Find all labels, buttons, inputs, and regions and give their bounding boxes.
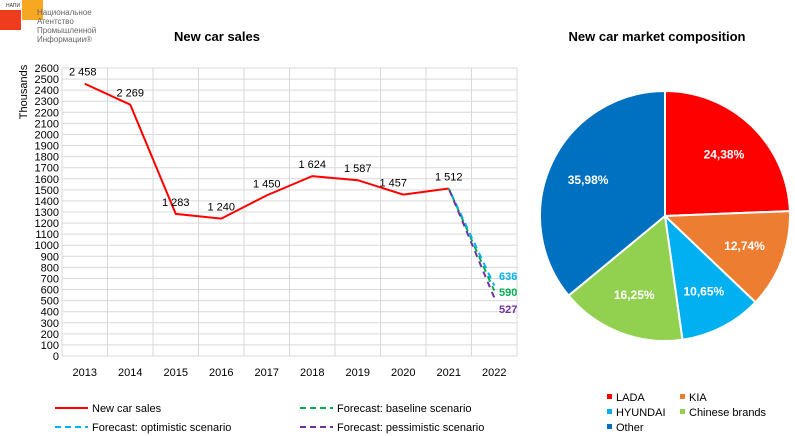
- pie-slice-other: [539, 89, 666, 297]
- legend-swatch: [607, 394, 612, 399]
- legend-label: Other: [616, 422, 644, 434]
- y-tick-label: 1100: [35, 229, 59, 241]
- pie-data-label: 12,74%: [724, 239, 765, 253]
- end-label: 590: [499, 287, 517, 299]
- pie-slice-lada: [664, 89, 791, 218]
- x-tick-label: 2018: [300, 367, 324, 379]
- legend-label: Forecast: pessimistic scenario: [337, 422, 484, 434]
- series-line-forecast-pessimistic-scenario: [447, 188, 496, 299]
- data-label: 1 587: [344, 163, 372, 175]
- x-tick-label: 2017: [255, 367, 279, 379]
- data-label: 1 624: [298, 159, 326, 171]
- y-tick-label: 300: [41, 318, 59, 330]
- y-tick-label: 2600: [35, 63, 59, 75]
- pie-data-label: 16,25%: [614, 288, 655, 302]
- data-label: 1 240: [207, 202, 235, 214]
- y-tick-label: 900: [41, 251, 59, 263]
- x-tick-label: 2015: [164, 367, 188, 379]
- y-tick-label: 400: [41, 307, 59, 319]
- data-label: 1 512: [435, 172, 463, 184]
- legend-label: KIA: [689, 392, 707, 404]
- pie-data-label: 35,98%: [568, 173, 609, 187]
- y-tick-label: 500: [41, 296, 59, 308]
- y-tick-label: 800: [41, 262, 59, 274]
- y-tick-label: 1900: [35, 141, 59, 153]
- series-line-forecast-baseline-scenario: [447, 188, 496, 292]
- y-tick-label: 1400: [35, 196, 59, 208]
- y-tick-label: 100: [41, 340, 59, 352]
- y-axis-label: Thousands: [18, 64, 30, 119]
- y-tick-label: 2500: [35, 74, 59, 86]
- data-label: 2 269: [116, 88, 144, 100]
- legend-swatch: [607, 409, 612, 414]
- logo-red-square: [0, 10, 21, 30]
- y-tick-label: 1300: [35, 207, 59, 219]
- legend-label: HYUNDAI: [616, 407, 666, 419]
- logo: НАПИ Национальное Агентство Промышленной…: [0, 0, 130, 55]
- legend-label: Chinese brands: [689, 407, 767, 419]
- y-tick-label: 200: [41, 329, 59, 341]
- x-tick-label: 2013: [73, 367, 97, 379]
- y-tick-label: 0: [53, 351, 59, 363]
- x-tick-label: 2022: [482, 367, 506, 379]
- y-tick-label: 1600: [35, 174, 59, 186]
- x-tick-label: 2019: [346, 367, 370, 379]
- y-tick-label: 1700: [35, 163, 59, 175]
- y-tick-label: 1000: [35, 240, 59, 252]
- y-tick-label: 600: [41, 285, 59, 297]
- data-label: 1 450: [253, 178, 281, 190]
- x-tick-label: 2021: [437, 367, 461, 379]
- x-tick-label: 2016: [209, 367, 233, 379]
- y-tick-label: 2400: [35, 85, 59, 97]
- y-tick-label: 700: [41, 273, 59, 285]
- end-label: 636: [499, 271, 517, 283]
- x-tick-label: 2014: [118, 367, 142, 379]
- logo-orange-square: [22, 0, 43, 20]
- pie-data-label: 10,65%: [683, 285, 724, 299]
- x-tick-label: 2020: [391, 367, 415, 379]
- legend-swatch: [607, 424, 612, 429]
- legend-label: Forecast: optimistic scenario: [92, 422, 231, 434]
- pie-slice-chinese-brands: [567, 214, 684, 342]
- series-line-new-car-sales: [84, 82, 449, 220]
- y-tick-label: 1200: [35, 218, 59, 230]
- logo-text: Национальное Агентство Промышленной Инфо…: [37, 8, 97, 44]
- y-tick-label: 2200: [35, 107, 59, 119]
- y-tick-label: 1800: [35, 152, 59, 164]
- y-tick-label: 2000: [35, 129, 59, 141]
- legend-swatch: [680, 409, 685, 414]
- legend-swatch: [680, 394, 685, 399]
- logo-abbr: НАПИ: [6, 3, 21, 9]
- y-tick-label: 2300: [35, 96, 59, 108]
- data-label: 1 457: [379, 178, 407, 190]
- pie-slice-hyundai: [663, 213, 757, 341]
- legend-label: New car sales: [92, 403, 162, 415]
- line-chart-title: New car sales: [174, 29, 260, 44]
- y-tick-label: 2100: [35, 118, 59, 130]
- end-label: 527: [499, 304, 517, 316]
- y-tick-label: 1500: [35, 185, 59, 197]
- pie-chart-title: New car market composition: [569, 29, 746, 44]
- pie-slice-kia: [662, 210, 791, 304]
- data-label: 2 458: [69, 67, 97, 79]
- legend-label: LADA: [616, 392, 645, 404]
- legend-label: Forecast: baseline scenario: [337, 403, 472, 415]
- pie-data-label: 24,38%: [704, 148, 745, 162]
- data-label: 1 283: [162, 197, 190, 209]
